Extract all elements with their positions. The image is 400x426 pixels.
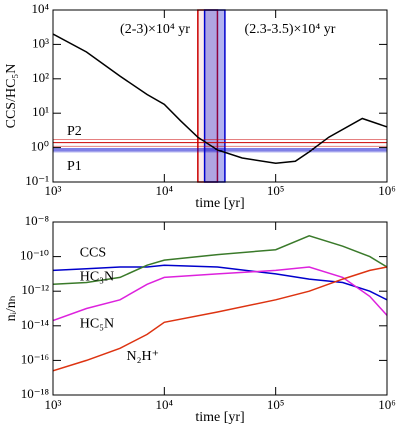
y-tick-label: 10⁻⁸: [25, 213, 50, 228]
plot-frame: [52, 9, 388, 183]
series-line: [53, 264, 387, 301]
series-line: [53, 266, 387, 372]
x-tick-label: 10⁴: [156, 397, 174, 412]
y-tick-label: 10⁰: [31, 139, 49, 154]
y-axis-label: CCS/HC₅N: [4, 64, 19, 129]
y-tick-label: 10³: [32, 35, 49, 50]
series-label: HC₅N: [80, 316, 114, 331]
reference-label: P2: [67, 124, 82, 139]
x-tick-label: 10³: [45, 183, 62, 198]
y-tick-label: 10²: [32, 70, 49, 85]
y-tick-label: 10⁻¹⁸: [21, 386, 50, 401]
series-label: CCS: [80, 245, 106, 260]
y-tick-label: 10⁴: [31, 1, 49, 16]
series-line: [53, 266, 387, 322]
plot-frame: [52, 221, 388, 396]
time-span: [203, 9, 226, 183]
x-tick-label: 10⁵: [267, 397, 285, 412]
span-label: (2-3)×10⁴ yr: [120, 22, 190, 37]
y-tick-label: 10⁻¹⁴: [21, 317, 50, 332]
y-axis-label: nᵢ/nₕ: [4, 296, 19, 322]
series-label: N₂H⁺: [126, 349, 159, 364]
x-tick-label: 10³: [45, 397, 62, 412]
x-tick-label: 10⁵: [267, 183, 285, 198]
series-label: HC₃N: [80, 270, 114, 285]
x-axis-label: time [yr]: [195, 196, 244, 211]
y-tick-label: 10⁻¹: [25, 173, 49, 188]
x-tick-label: 10⁴: [156, 183, 174, 198]
y-tick-label: 10⁻¹²: [21, 282, 49, 297]
series-line: [53, 235, 387, 286]
y-tick-label: 10⁻¹⁰: [20, 248, 49, 263]
x-axis-label: time [yr]: [195, 410, 244, 425]
reference-label: P1: [67, 159, 82, 174]
x-tick-label: 10⁶: [378, 183, 396, 198]
span-label: (2.3-3.5)×10⁴ yr: [245, 22, 336, 37]
y-tick-label: 10⁻¹⁶: [21, 351, 49, 366]
series-line: [53, 33, 387, 165]
y-tick-label: 10¹: [32, 104, 49, 119]
x-tick-label: 10⁶: [378, 397, 396, 412]
